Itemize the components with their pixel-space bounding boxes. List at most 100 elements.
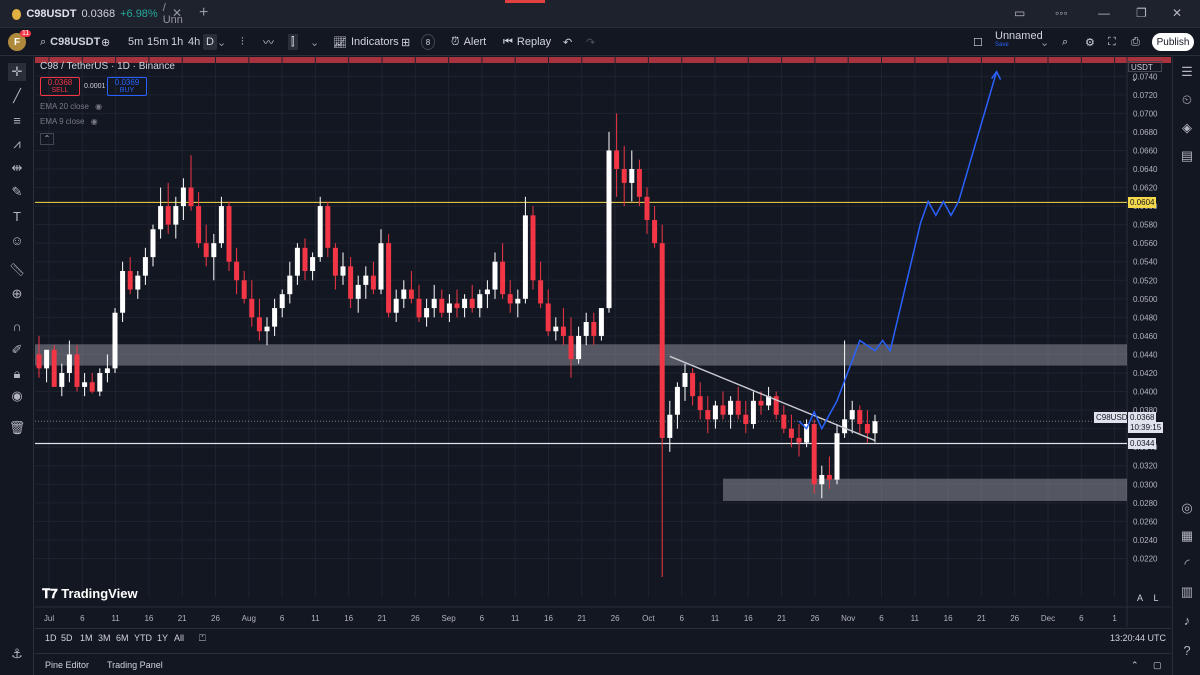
candle-body — [89, 382, 95, 392]
clock-label[interactable]: 13:20:44 UTC — [1110, 633, 1167, 643]
ema20-legend[interactable]: EMA 20 close ◉ — [40, 102, 102, 111]
maximize-icon[interactable]: ❐ — [1136, 6, 1147, 20]
pattern-icon[interactable]: ⩘ — [13, 136, 21, 151]
log-scale-button[interactable]: L — [1153, 593, 1159, 603]
alert-button[interactable]: ⏰︎ Alert — [451, 34, 486, 50]
ema9-legend[interactable]: EMA 9 close ◉ — [40, 117, 98, 126]
candle-body — [439, 298, 445, 313]
more-icon[interactable]: ◦◦◦ — [1055, 6, 1068, 20]
browser-tab[interactable]: C98USDT 0.0368 +6.98% / Unn — [6, 2, 191, 26]
range-ytd[interactable]: YTD — [134, 633, 152, 643]
help-icon[interactable]: ? — [1183, 642, 1191, 658]
price-chart[interactable]: 0.0220 0.0240 0.0260 0.0280 0.0300 0.0320 0.03… — [35, 57, 1171, 627]
range-3m[interactable]: 3M — [98, 633, 111, 643]
close-tab-icon[interactable]: ✕ — [172, 6, 183, 20]
fullscreen-icon[interactable]: ⛶ — [1108, 35, 1116, 48]
range-1d[interactable]: 1D — [45, 633, 57, 643]
currency-label: USDT — [1131, 63, 1153, 72]
pine-editor-tab[interactable]: Pine Editor — [45, 660, 90, 670]
publish-button[interactable]: Publish — [1152, 33, 1194, 51]
candle-body — [188, 187, 194, 207]
interval-4h[interactable]: 4h — [188, 36, 201, 48]
text-icon[interactable]: T — [13, 208, 21, 224]
indicators-button[interactable]: 📈︎ Indicators — [333, 34, 399, 50]
symbol-search[interactable]: ⌕ C98USDT — [40, 34, 100, 50]
emoji-icon[interactable]: ☺ — [10, 232, 24, 248]
collapse-panel-icon[interactable]: ⌃ — [1131, 660, 1139, 670]
layers-icon[interactable]: ◈ — [1182, 120, 1192, 135]
candle-body — [492, 261, 498, 290]
magnet-icon[interactable]: ∩ — [12, 318, 22, 334]
brush-icon[interactable]: ✎ — [11, 184, 23, 199]
templates-icon[interactable]: ⊞ — [401, 36, 411, 49]
x-tick-label: Oct — [642, 614, 655, 623]
close-window-icon[interactable]: ✕ — [1172, 6, 1183, 20]
new-tab-icon[interactable]: + — [199, 4, 209, 21]
stay-drawing-icon[interactable]: ✐ — [11, 342, 23, 357]
collapse-legend-icon[interactable]: ⌃ — [40, 133, 54, 145]
buy-button[interactable]: 0.0369 BUY — [107, 77, 147, 96]
forecast-icon[interactable]: ⇹ — [11, 160, 23, 175]
range-1y[interactable]: 1Y — [157, 633, 169, 643]
crosshair-icon[interactable]: ✛ — [8, 63, 26, 81]
chat-icon[interactable]: ▤ — [1180, 148, 1194, 163]
candles-icon[interactable]: ⫿ — [288, 34, 298, 50]
interval-15m[interactable]: 15m — [147, 36, 169, 48]
minimize-icon[interactable]: — — [1098, 6, 1110, 20]
eye-icon[interactable]: ◉ — [95, 102, 103, 111]
alerts-clock-icon[interactable]: ⏲ — [1181, 92, 1193, 107]
trading-panel-tab[interactable]: Trading Panel — [107, 660, 163, 670]
camera-icon[interactable]: ⎙ — [1131, 35, 1140, 48]
layout-checkbox-icon[interactable]: ☐ — [973, 36, 983, 49]
trash-icon[interactable]: 🗑︎ — [8, 420, 26, 435]
quick-search-icon[interactable]: ⌕ — [1062, 35, 1069, 48]
sell-button[interactable]: 0.0368 SELL — [40, 77, 80, 96]
ruler-icon[interactable]: 📏︎ — [8, 262, 26, 277]
interval-dropdown-icon[interactable]: ⌄ — [217, 36, 227, 49]
avatar[interactable]: F — [8, 33, 26, 51]
auto-scale-button[interactable]: A — [1136, 593, 1143, 603]
range-6m[interactable]: 6M — [116, 633, 129, 643]
signal-icon[interactable]: ◜ — [1184, 556, 1190, 571]
indicator-count-icon[interactable]: 8 — [421, 34, 435, 50]
compare-button[interactable]: ⊕ — [101, 34, 110, 50]
candle-body — [36, 354, 42, 369]
notes-icon[interactable]: ▥ — [1180, 584, 1194, 599]
range-1m[interactable]: 1M — [80, 633, 93, 643]
currency-selector[interactable]: USDT ⌄ — [1128, 61, 1162, 83]
candle-body — [484, 289, 490, 295]
object-tree-icon[interactable]: ⚓︎ — [11, 646, 23, 661]
layout-dropdown-icon[interactable]: ⌄ — [1040, 36, 1050, 49]
eye-icon[interactable]: ◉ — [11, 388, 23, 403]
replay-button[interactable]: ⏮ Replay — [503, 34, 551, 50]
watchlist-icon[interactable]: ☰ — [1181, 64, 1193, 79]
line-chart-icon[interactable]: 〰 — [263, 37, 274, 49]
bell-icon[interactable]: ♪ — [1183, 612, 1191, 628]
zoom-icon[interactable]: ⊕ — [11, 286, 23, 301]
replay-label: Replay — [516, 36, 552, 48]
candle-body — [591, 322, 597, 336]
interval-1h[interactable]: 1h — [171, 36, 184, 48]
target-icon[interactable]: ◎ — [1181, 500, 1193, 515]
trend-line-icon[interactable]: ╱ — [13, 88, 21, 103]
candle-body — [743, 414, 749, 424]
candle-body — [241, 280, 247, 299]
interval-5m[interactable]: 5m — [128, 36, 144, 48]
range-all[interactable]: All — [174, 633, 185, 643]
calendar-icon[interactable]: ▦ — [1180, 528, 1194, 543]
redo-icon[interactable]: ↷ — [586, 36, 596, 49]
fib-icon[interactable]: ≡ — [13, 112, 21, 128]
layout-name-button[interactable]: Unnamed Save — [995, 31, 1043, 49]
chart-type-dropdown-icon[interactable]: ⌄ — [310, 36, 320, 49]
interval-d[interactable]: D — [203, 34, 217, 50]
range-5d[interactable]: 5D — [61, 633, 73, 643]
candle-body — [173, 206, 179, 225]
eye-icon[interactable]: ◉ — [90, 117, 98, 126]
lock-icon[interactable]: 🔒︎ — [13, 366, 21, 381]
bar-style-icon[interactable]: ⫶ — [241, 35, 244, 48]
undo-icon[interactable]: ↶ — [563, 36, 573, 49]
date-range-icon[interactable]: ⏍ — [199, 633, 206, 643]
layout-icon[interactable]: ▭ — [1014, 6, 1026, 20]
settings-icon[interactable]: ⚙ — [1085, 36, 1095, 49]
maximize-panel-icon[interactable]: ▢ — [1153, 660, 1162, 670]
